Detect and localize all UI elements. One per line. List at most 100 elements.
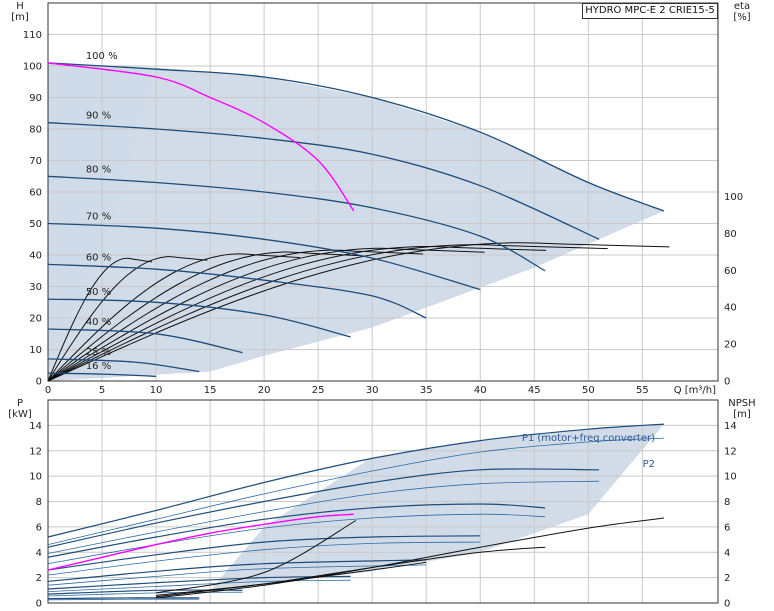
p1-curve <box>47 559 427 582</box>
x-tick-label: 20 <box>258 385 271 396</box>
p1-curve <box>47 468 600 548</box>
efficiency-curve <box>47 247 485 382</box>
top-frame <box>47 2 719 382</box>
operating-area <box>48 424 664 591</box>
p2-curve <box>47 480 600 554</box>
p2-curve <box>47 564 427 586</box>
speed-label: 60 % <box>86 252 111 263</box>
p2-curve <box>47 437 665 545</box>
y-left-tick-label: 30 <box>29 282 42 293</box>
p2-curve <box>47 513 546 565</box>
p2-curve <box>47 541 481 576</box>
y-right-tick-label: 40 <box>724 303 737 314</box>
efficiency-curve <box>47 244 608 382</box>
bottom-frame <box>47 399 719 604</box>
y-left-tick-label: 100 <box>23 62 42 73</box>
speed-curve <box>47 263 427 319</box>
power-npsh-panel: 0 2 4 6 8 10 12 14 P[kW] NPSH[m] 0 2 4 6 8 10 12 14 P1 (mo… <box>8 398 755 610</box>
y-left-tick-label: 8 <box>36 497 42 508</box>
y-right-axis-label: [%] <box>733 12 750 23</box>
p2-curve <box>47 591 243 597</box>
speed-curve <box>47 222 481 291</box>
speed-label: 16 % <box>86 361 111 372</box>
npsh-curve <box>156 561 427 596</box>
y-right-tick-label: 60 <box>724 266 737 277</box>
efficiency-curve <box>47 249 424 382</box>
x-tick-label: 50 <box>582 385 595 396</box>
p1-label: P1 (motor+freq.converter) <box>522 433 655 444</box>
y-right-tick-label: 0 <box>724 599 730 610</box>
y-left-tick-label: 50 <box>29 219 42 230</box>
efficiency-curve <box>47 253 300 382</box>
head-efficiency-panel: 0 10 20 30 40 50 60 70 80 90 100 110 H[m] eta[%] 0 5 10 1… <box>11 1 751 396</box>
y-left-tick-label: 20 <box>29 314 42 325</box>
x-tick-label: 15 <box>204 385 217 396</box>
y-right-tick-label: 6 <box>724 522 730 533</box>
y-left-axis-label: H <box>16 1 24 12</box>
p1-curve <box>47 423 665 538</box>
y-left-tick-label: 90 <box>29 93 42 104</box>
efficiency-curve <box>47 256 208 382</box>
y-right-axis-label: eta <box>734 1 750 12</box>
y-left-tick-label: 12 <box>29 446 42 457</box>
y-right-tick-label: 100 <box>724 192 743 203</box>
npsh-curve <box>156 546 546 598</box>
x-tick-label: 55 <box>636 385 649 396</box>
y-right-axis-label: NPSH <box>728 398 755 409</box>
y-left-tick-label: 4 <box>36 548 42 559</box>
y-left-tick-label: 80 <box>29 125 42 136</box>
speed-curve <box>47 175 546 272</box>
p1-curve <box>47 535 481 571</box>
speed-label: 90 % <box>86 111 111 122</box>
npsh-curve <box>156 517 665 599</box>
y-left-axis-label: P <box>17 398 23 409</box>
chart-title: HYDRO MPC-E 2 CRIE15-5 <box>582 3 718 19</box>
y-left-tick-label: 70 <box>29 156 42 167</box>
p1-curve <box>47 597 200 600</box>
y-right-tick-label: 80 <box>724 229 737 240</box>
efficiency-curve <box>47 257 153 382</box>
x-axis-label: Q [m³/h] <box>674 385 716 396</box>
x-tick-label: 40 <box>474 385 487 396</box>
p2-curve <box>47 598 200 601</box>
y-left-axis-label: [m] <box>11 12 29 23</box>
x-tick-label: 45 <box>528 385 541 396</box>
speed-curve <box>47 328 243 354</box>
x-tick-label: 30 <box>366 385 379 396</box>
y-right-tick-label: 0 <box>724 377 730 388</box>
duty-power-curve <box>47 513 354 571</box>
y-right-tick-label: 12 <box>724 446 737 457</box>
y-left-tick-label: 14 <box>29 421 42 432</box>
x-tick-label: 25 <box>312 385 325 396</box>
speed-curve <box>47 372 157 377</box>
y-right-tick-label: 20 <box>724 340 737 351</box>
speed-curve <box>47 358 200 373</box>
y-left-tick-label: 0 <box>36 377 42 388</box>
y-left-tick-label: 0 <box>36 599 42 610</box>
y-right-axis-label: [m] <box>733 409 751 420</box>
speed-label: 50 % <box>86 287 111 298</box>
x-tick-label: 5 <box>99 385 105 396</box>
duty-curve <box>47 62 355 212</box>
y-right-tick-label: 2 <box>724 573 730 584</box>
speed-label: 80 % <box>86 164 111 175</box>
y-right-tick-label: 8 <box>724 497 730 508</box>
p2-curve <box>47 579 351 592</box>
y-left-axis-label: [kW] <box>8 409 32 420</box>
y-left-tick-label: 110 <box>23 30 42 41</box>
p2-label: P2 <box>643 459 655 470</box>
efficiency-curve <box>47 242 670 382</box>
speed-label: 40 % <box>86 317 111 328</box>
p1-curve <box>47 503 546 558</box>
x-tick-label: 10 <box>150 385 163 396</box>
x-tick-label: 35 <box>420 385 433 396</box>
efficiency-curve <box>47 245 547 382</box>
y-left-tick-label: 10 <box>29 345 42 356</box>
speed-curve <box>47 122 600 240</box>
speed-label: 100 % <box>86 51 118 62</box>
speed-curve <box>47 298 351 338</box>
y-left-tick-label: 40 <box>29 251 42 262</box>
operating-area <box>48 62 664 381</box>
y-right-tick-label: 4 <box>724 548 730 559</box>
y-left-tick-label: 60 <box>29 188 42 199</box>
